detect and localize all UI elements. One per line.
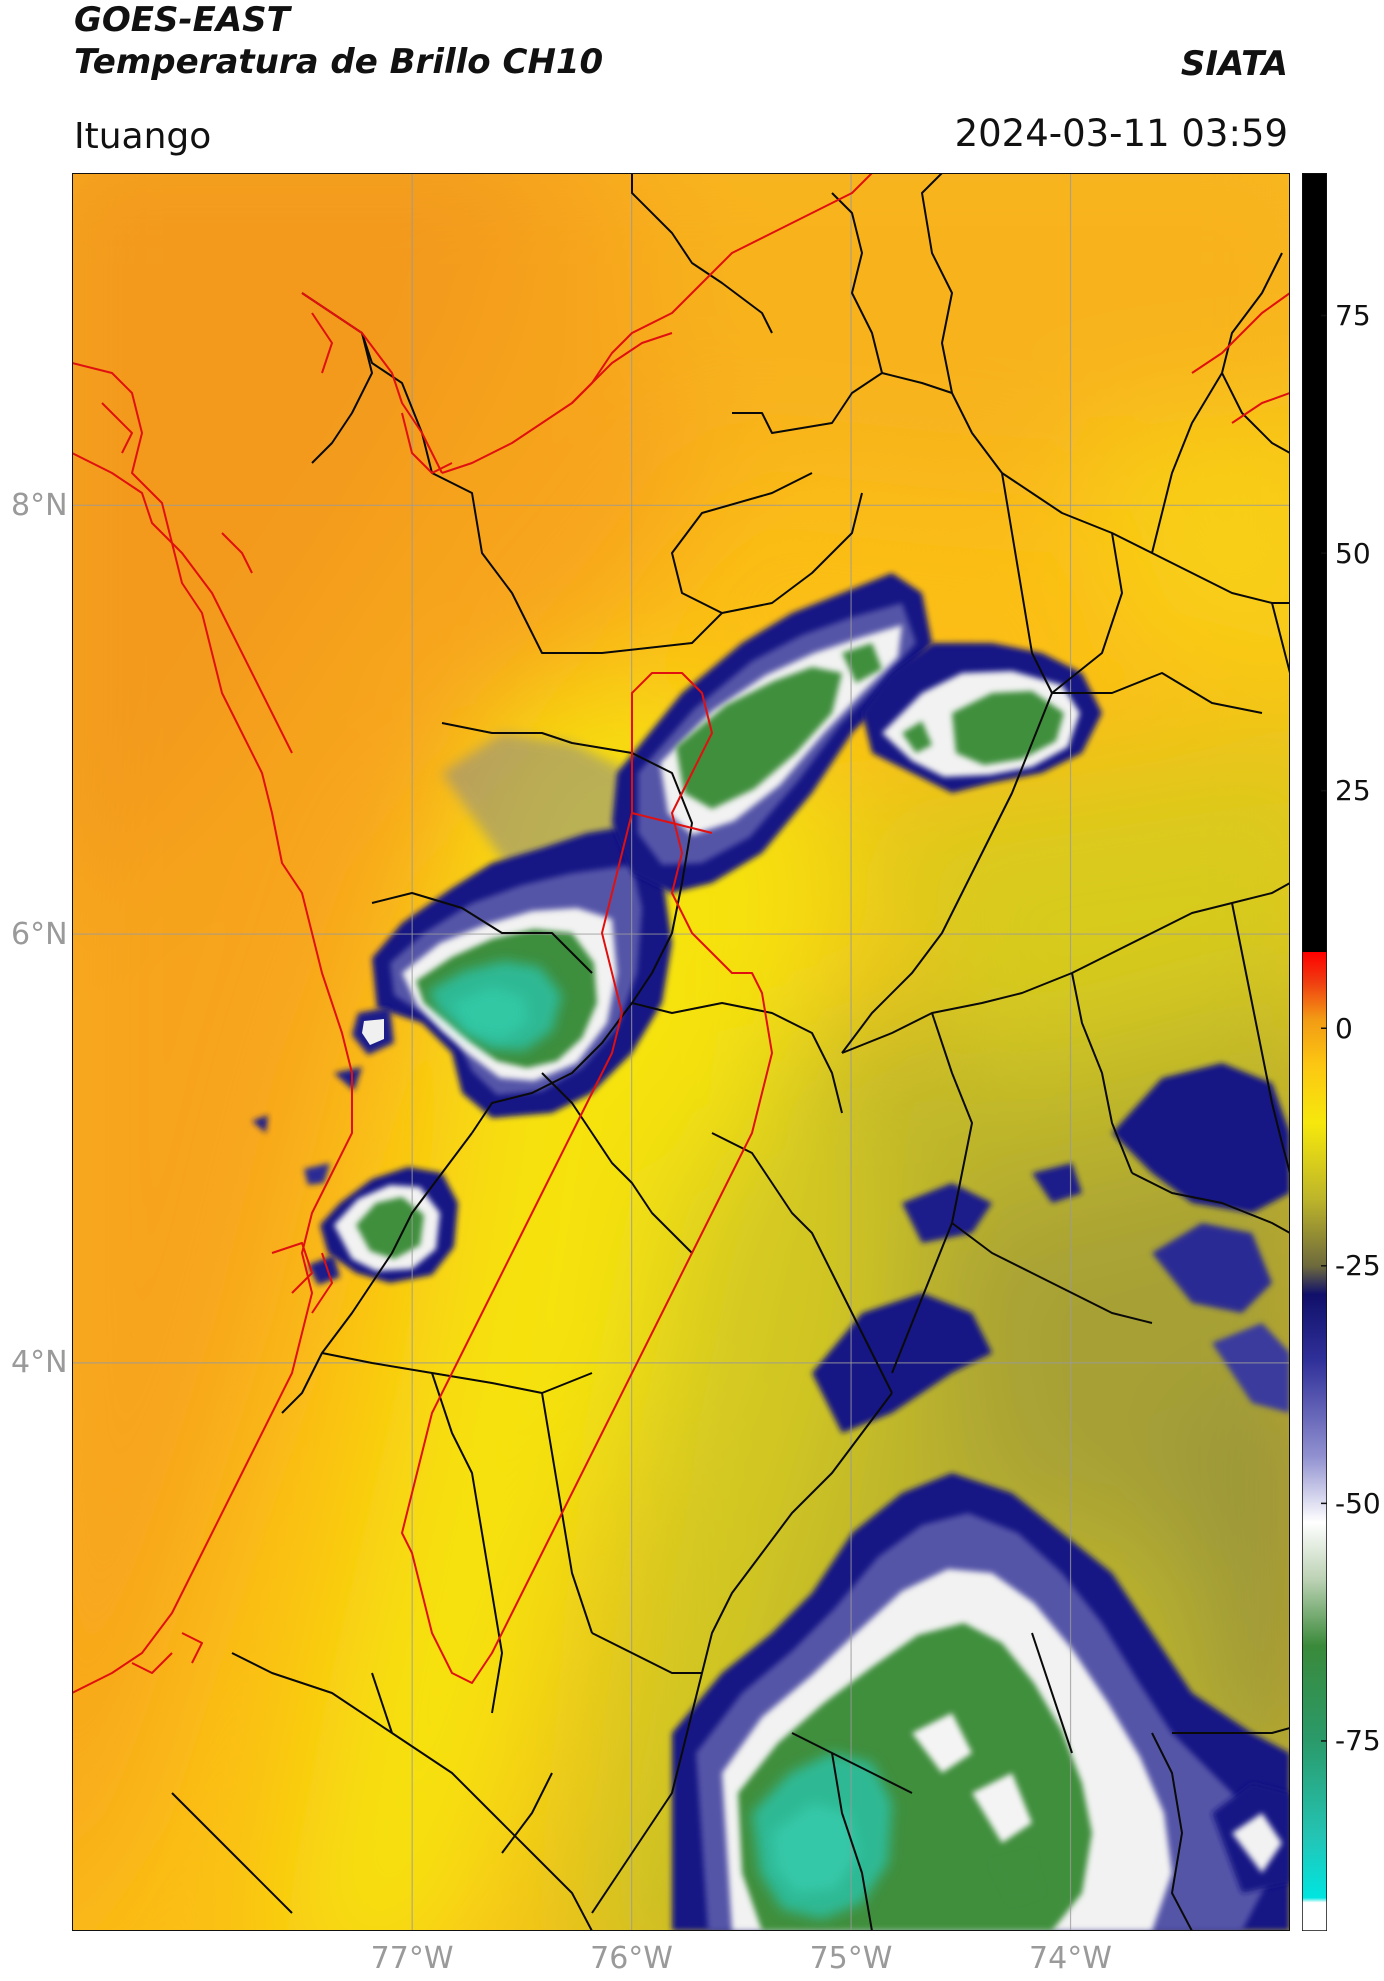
graticule [72, 173, 1290, 1931]
colorbar-tick-label: -75 [1335, 1724, 1381, 1758]
product-title: Temperatura de Brillo CH10 [74, 42, 604, 82]
storm-huila-tolima [672, 1473, 1290, 1931]
latitude-tick-label: 8°N [11, 487, 68, 523]
brightness-temperature-map [72, 173, 1290, 1931]
department-borders [171, 173, 1290, 1931]
latitude-tick-label: 6°N [11, 916, 68, 952]
longitude-tick-label: 76°W [590, 1941, 673, 1976]
colorbar-tick-label: -50 [1335, 1486, 1381, 1520]
storm-eastern-plains [1112, 1063, 1290, 1413]
latitude-tick-label: 4°N [11, 1345, 68, 1381]
colorbar-tick-label: 0 [1335, 1011, 1353, 1045]
timestamp-label: 2024-03-11 03:59 [954, 112, 1288, 155]
field-gradients [72, 173, 1290, 1931]
region-label: Ituango [74, 116, 212, 157]
storm-valle-pacific [252, 1115, 458, 1285]
colorbar-tick-label: -25 [1335, 1249, 1381, 1283]
longitude-tick-label: 75°W [809, 1941, 893, 1976]
colorbar-tick-label: 75 [1335, 299, 1371, 333]
colorbar-tick-label: 50 [1335, 536, 1371, 570]
longitude-tick-label: 77°W [370, 1941, 454, 1976]
satellite-title: GOES-EAST [74, 0, 290, 40]
coastline-and-highlight [72, 173, 1290, 1694]
longitude-tick-label: 74°W [1029, 1941, 1112, 1976]
storm-antioquia-west [334, 733, 672, 1118]
cloud-systems [252, 573, 1290, 1931]
organization-label: SIATA [1180, 44, 1288, 84]
storm-magdalena-medio [612, 573, 932, 893]
temperature-colorbar [1302, 173, 1327, 1931]
storm-santander [862, 643, 1102, 793]
colorbar-tick-label: 25 [1335, 774, 1371, 808]
